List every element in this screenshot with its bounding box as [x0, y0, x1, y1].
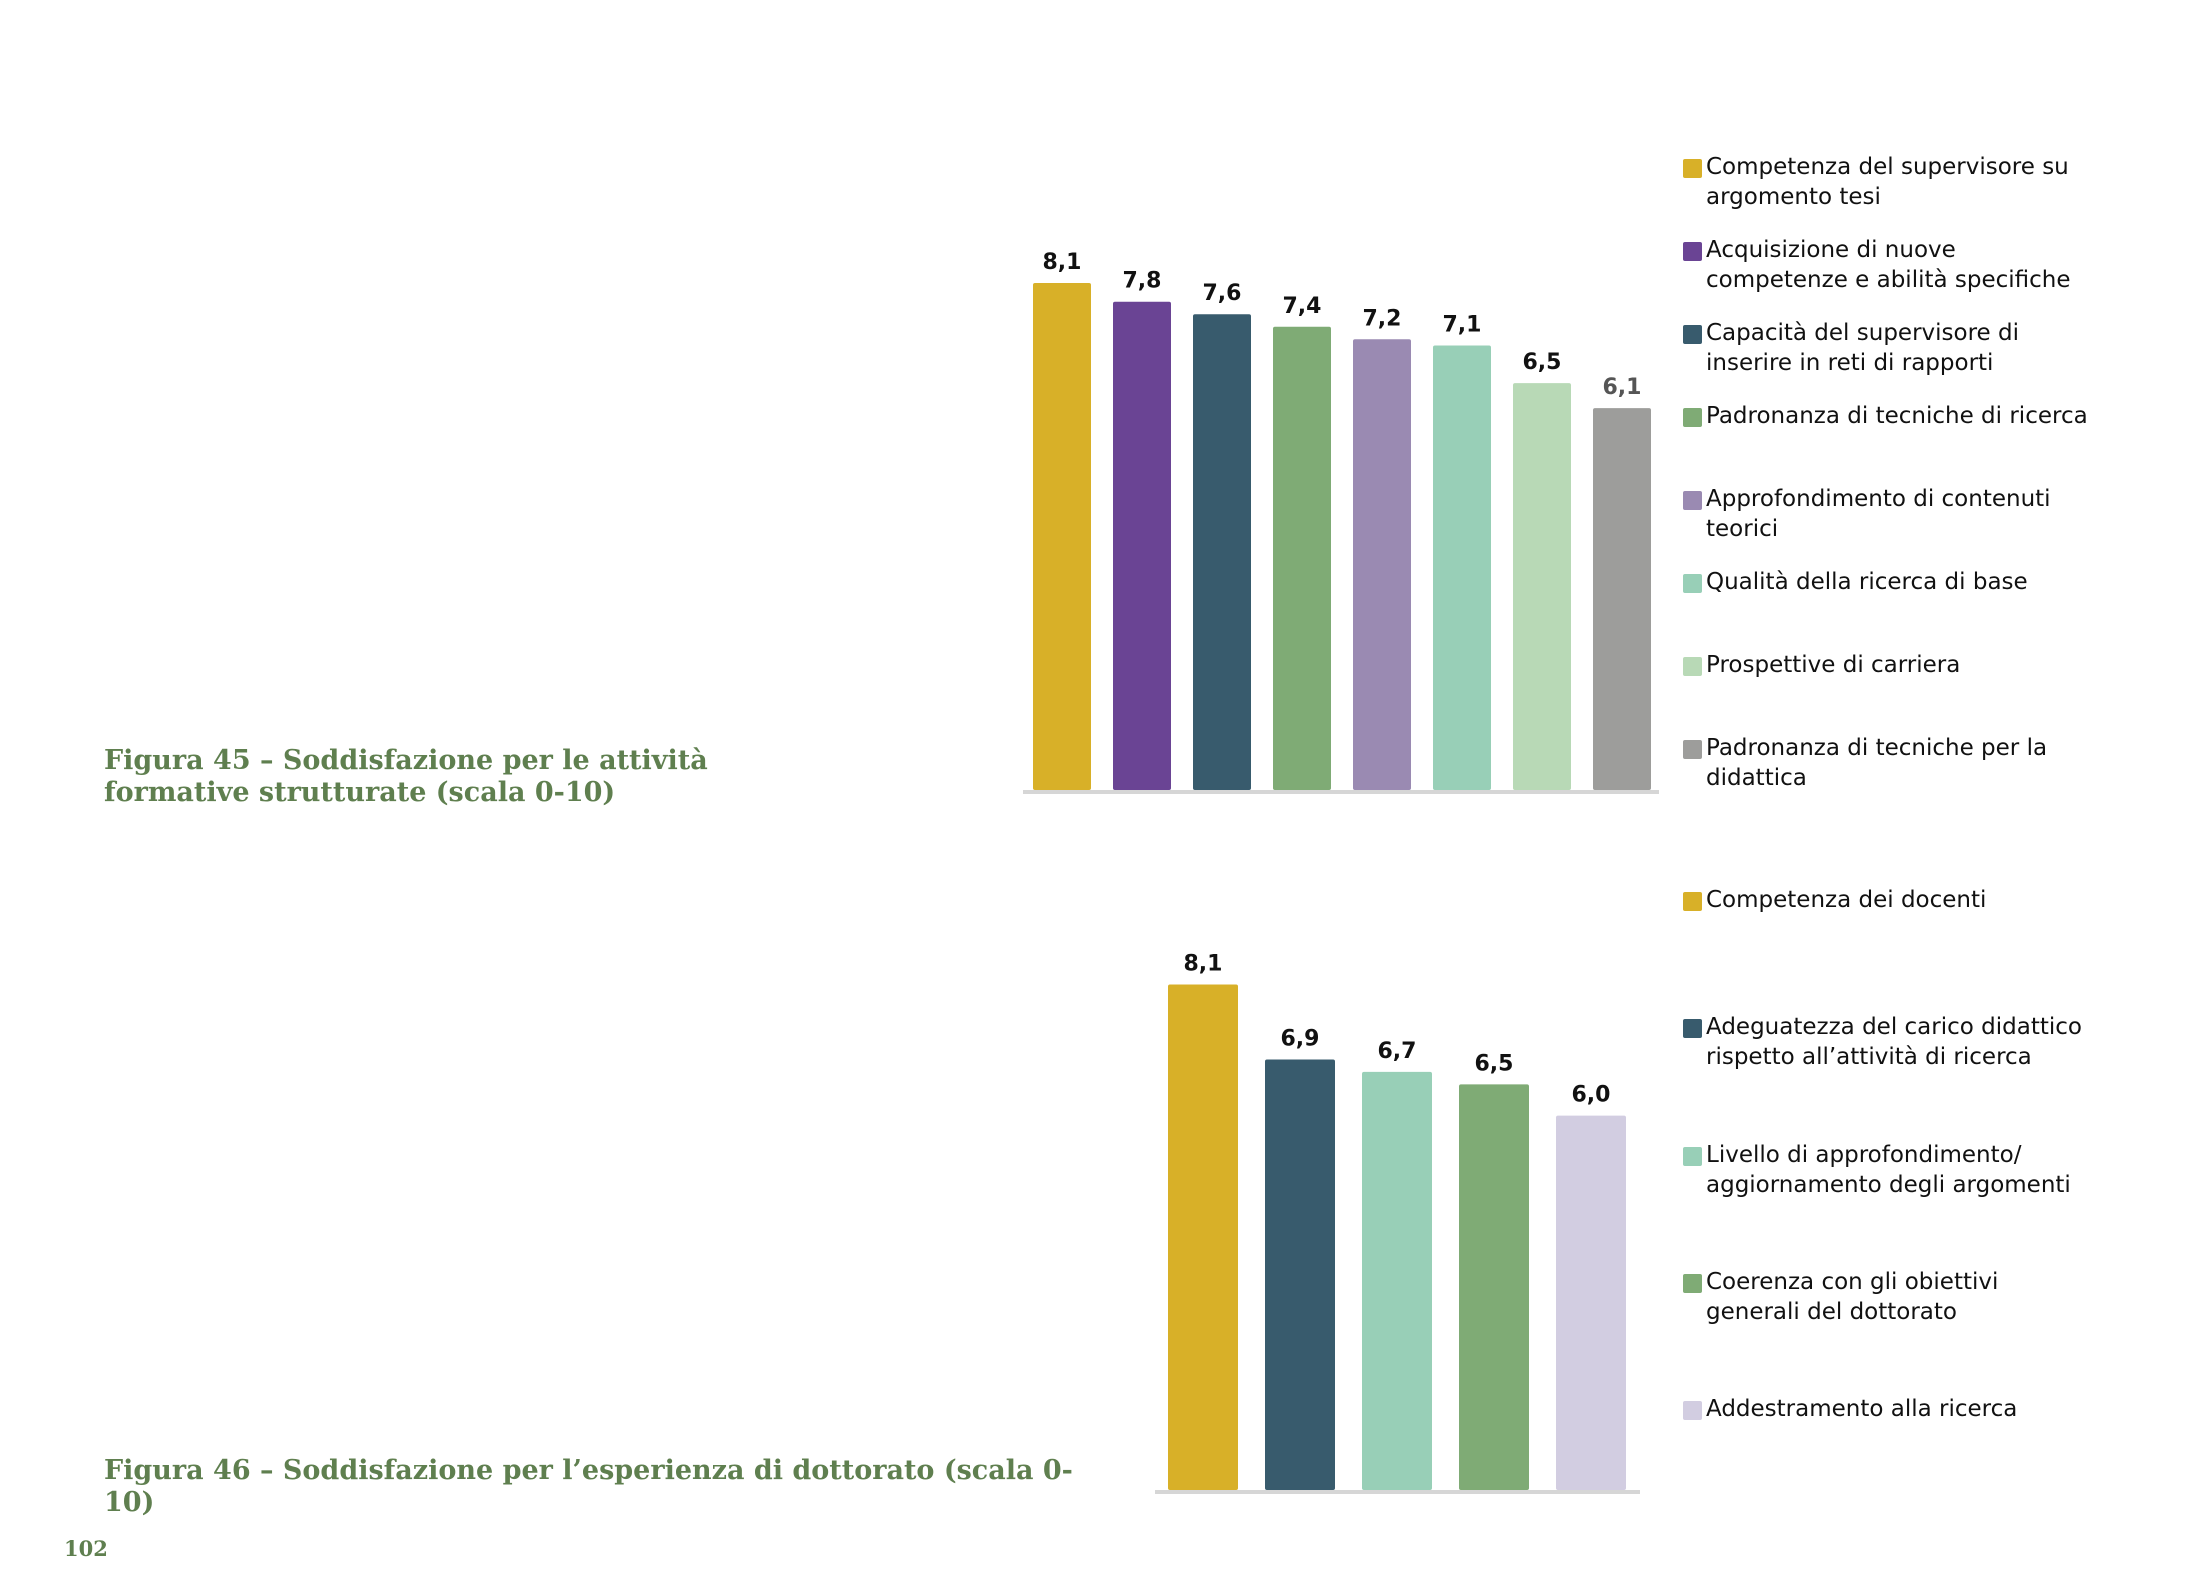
- figure45-value-label-4: 7,4: [1283, 294, 1322, 319]
- figure45-bar-1: [1033, 282, 1091, 790]
- figure46-legend-swatch: [1683, 1147, 1702, 1166]
- figure45-bar-2: [1113, 301, 1171, 790]
- figure46-legend-swatch: [1683, 1401, 1702, 1420]
- figure46-value-label-2: 6,9: [1281, 1026, 1320, 1051]
- figure45-value-label-1: 8,1: [1043, 250, 1082, 275]
- figure45-legend-swatch: [1683, 325, 1702, 344]
- figure45-legend-item: Padronanza di tecniche di ricerca: [1683, 401, 2093, 431]
- figure45-legend-item: Competenza del supervisore su argomento …: [1683, 152, 2093, 212]
- figure46-legend-item: Livello di approfondimento/ aggiornament…: [1683, 1140, 2093, 1200]
- figure46-bar-1: [1168, 984, 1238, 1490]
- figure45-legend-swatch: [1683, 491, 1702, 510]
- figure45-legend-label: Prospettive di carriera: [1706, 652, 1961, 678]
- figure46-legend-label: Adeguatezza del carico didattico rispett…: [1706, 1014, 2082, 1070]
- figure46-legend-swatch: [1683, 1274, 1702, 1293]
- figure45-legend-swatch: [1683, 574, 1702, 593]
- figure45-legend-swatch: [1683, 159, 1702, 178]
- figure46-legend-swatch: [1683, 892, 1702, 911]
- figure45-legend-label: Padronanza di tecniche di ricerca: [1706, 403, 2088, 429]
- figure45-legend-swatch: [1683, 740, 1702, 759]
- figure45-bar-7: [1513, 383, 1571, 790]
- figure45-legend-label: Approfondimento di contenuti teorici: [1706, 486, 2051, 542]
- figure45-value-label-7: 6,5: [1523, 350, 1562, 375]
- figure46-legend-item: Competenza dei docenti: [1683, 885, 2093, 915]
- figure45-bar-4: [1273, 326, 1331, 790]
- figure45-bar-3: [1193, 314, 1251, 790]
- figure46-value-label-3: 6,7: [1378, 1039, 1417, 1064]
- figure46-caption: Figura 46 – Soddisfazione per l’esperien…: [104, 1455, 1073, 1518]
- figure45-bar-chart: 8,1 7,8 7,6 7,4 7,2 7,1 6,5 6,1: [1023, 250, 1659, 794]
- figure45-legend-label: Acquisizione di nuove competenze e abili…: [1706, 237, 2071, 293]
- figure45-legend-label: Padronanza di tecniche per la didattica: [1706, 735, 2048, 791]
- figure46-legend-label: Coerenza con gli obiettivi generali del …: [1706, 1269, 1999, 1325]
- figure45-legend-item: Capacità del supervisore di inserire in …: [1683, 318, 2093, 378]
- figure45-legend-label: Capacità del supervisore di inserire in …: [1706, 320, 2019, 376]
- figure46-value-label-4: 6,5: [1475, 1051, 1514, 1076]
- figure46-legend-item: Adeguatezza del carico didattico rispett…: [1683, 1012, 2093, 1072]
- figure46-legend-label: Addestramento alla ricerca: [1706, 1396, 2018, 1422]
- figure46-bar-4: [1459, 1084, 1529, 1490]
- figure45-legend-swatch: [1683, 657, 1702, 676]
- figure45-caption: Figura 45 – Soddisfazione per le attivit…: [104, 745, 708, 808]
- figure46-legend-item: Coerenza con gli obiettivi generali del …: [1683, 1267, 2093, 1327]
- figure45-bar-5: [1353, 339, 1411, 790]
- figure46-value-label-5: 6,0: [1572, 1083, 1611, 1108]
- figure45-value-label-2: 7,8: [1123, 269, 1162, 294]
- figure46-bar-3: [1362, 1071, 1432, 1490]
- figure45-legend-label: Competenza del supervisore su argomento …: [1706, 154, 2069, 210]
- figure45-bar-6: [1433, 345, 1491, 790]
- page-number: 102: [64, 1536, 108, 1561]
- figure46-legend-item: Addestramento alla ricerca: [1683, 1394, 2093, 1424]
- figure46-bar-5: [1556, 1115, 1626, 1490]
- figure46-legend-swatch: [1683, 1019, 1702, 1038]
- figure46-legend-label: Livello di approfondimento/ aggiornament…: [1706, 1142, 2071, 1198]
- figure45-value-label-3: 7,6: [1203, 281, 1242, 306]
- figure46-bar-2: [1265, 1059, 1335, 1490]
- figure45-legend-swatch: [1683, 408, 1702, 427]
- figure45-legend-item: Approfondimento di contenuti teorici: [1683, 484, 2093, 544]
- figure45-bar-8: [1593, 408, 1651, 790]
- figure45-value-label-5: 7,2: [1363, 306, 1402, 331]
- figure45-value-label-8: 6,1: [1603, 375, 1642, 400]
- figure45-legend-item: Acquisizione di nuove competenze e abili…: [1683, 235, 2093, 295]
- figure46-bar-chart: 8,1 6,9 6,7 6,5 6,0: [1155, 952, 1640, 1494]
- figure45-value-label-6: 7,1: [1443, 313, 1482, 338]
- figure46-legend-label: Competenza dei docenti: [1706, 887, 1987, 913]
- figure45-legend-swatch: [1683, 242, 1702, 261]
- figure46-value-label-1: 8,1: [1184, 952, 1223, 977]
- figure45-legend-item: Padronanza di tecniche per la didattica: [1683, 733, 2093, 793]
- figure45-legend-item: Prospettive di carriera: [1683, 650, 2093, 680]
- figure45-legend-item: Qualità della ricerca di base: [1683, 567, 2093, 597]
- figure45-legend-label: Qualità della ricerca di base: [1706, 569, 2028, 595]
